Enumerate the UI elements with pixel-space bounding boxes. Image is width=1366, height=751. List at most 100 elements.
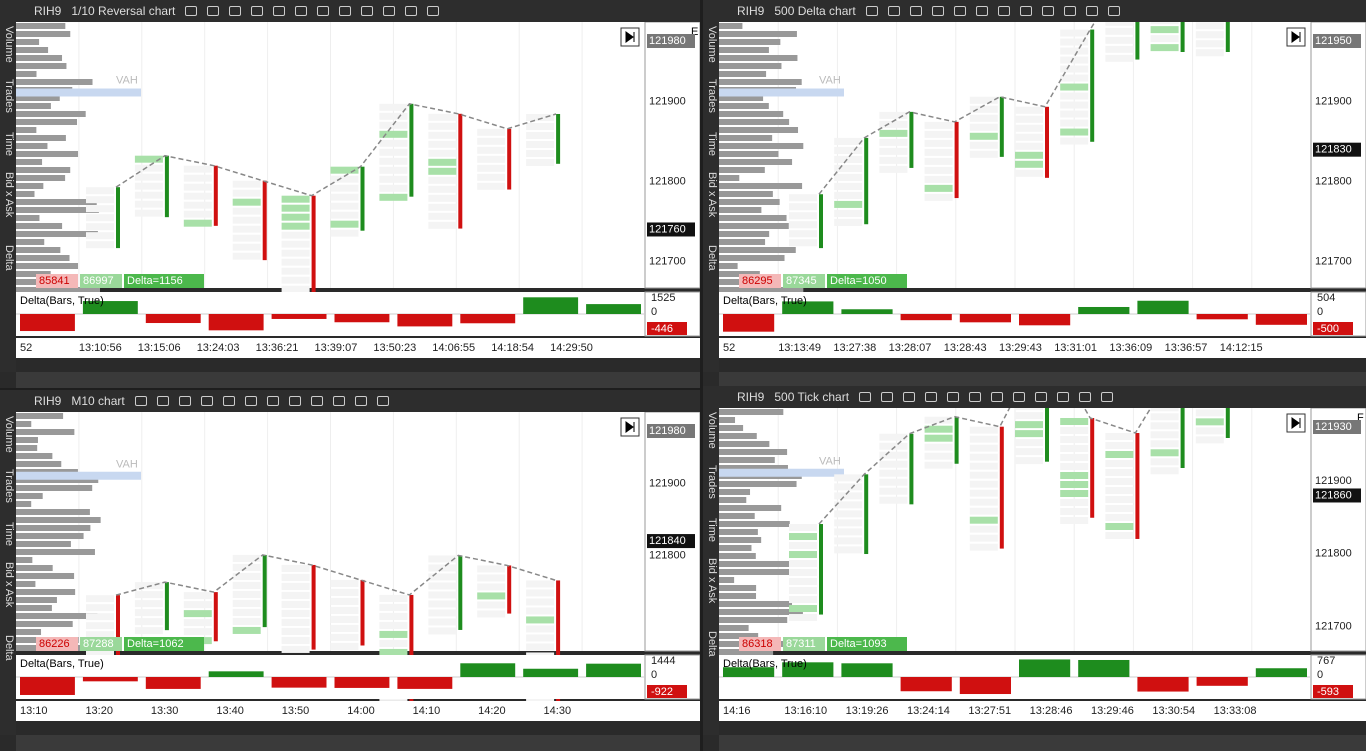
toolbar-icon[interactable]	[1019, 6, 1032, 16]
footprint-cell	[281, 609, 310, 617]
toolbar-icon[interactable]	[244, 396, 257, 406]
side-tab[interactable]: Time	[706, 518, 718, 543]
toolbar-icon[interactable]	[273, 6, 286, 16]
candle-body	[1045, 106, 1049, 178]
toolbar-icon[interactable]	[288, 396, 301, 406]
footprint-cell	[379, 594, 408, 602]
toolbar-icon[interactable]	[903, 392, 916, 402]
symbol[interactable]: RIH9	[34, 394, 62, 408]
toolbar-icon[interactable]	[909, 6, 922, 16]
candle-body	[458, 113, 463, 229]
symbol[interactable]: RIH9	[34, 4, 62, 18]
toolbar-icon[interactable]	[887, 6, 900, 16]
toolbar-icon[interactable]	[295, 6, 308, 16]
toolbar-icon[interactable]	[947, 392, 960, 402]
total-value: 87311	[786, 638, 816, 650]
toolbar-icon[interactable]	[859, 392, 872, 402]
footprint-cell	[281, 600, 310, 608]
footprint-cell	[477, 601, 506, 609]
volume-profile-bar	[16, 429, 75, 435]
toolbar-icon[interactable]	[969, 392, 982, 402]
side-tab[interactable]: Volume	[706, 412, 718, 449]
side-tab[interactable]: Delta	[706, 244, 718, 271]
toolbar-icon[interactable]	[1057, 392, 1070, 402]
toolbar-icon[interactable]	[1079, 392, 1092, 402]
side-tab[interactable]: Bid x Ask	[3, 562, 15, 608]
side-tab[interactable]: Delta	[3, 634, 15, 661]
side-tab[interactable]: Trades	[706, 79, 718, 113]
volume-profile-bar	[16, 437, 38, 443]
symbol[interactable]: RIH9	[737, 4, 765, 18]
indicator-tick: 0	[1317, 669, 1323, 681]
side-tab[interactable]: Bid x Ask	[706, 558, 718, 604]
symbol[interactable]: RIH9	[737, 390, 765, 404]
toolbar-icon[interactable]	[266, 396, 279, 406]
footprint-cell	[1195, 49, 1224, 57]
footprint-cell	[330, 184, 359, 192]
toolbar-icon[interactable]	[134, 396, 147, 406]
footprint-cell	[1060, 29, 1089, 37]
toolbar-icon[interactable]	[975, 6, 988, 16]
side-tab[interactable]: Time	[3, 522, 15, 547]
price-label: 121950	[1315, 35, 1352, 47]
toolbar-icon[interactable]	[1107, 6, 1120, 16]
side-tab[interactable]: Trades	[3, 79, 15, 113]
toolbar-icon[interactable]	[339, 6, 352, 16]
footprint-cell	[477, 574, 506, 582]
toolbar-icon[interactable]	[178, 396, 191, 406]
footprint-cell	[969, 507, 998, 515]
chart-type[interactable]: 500 Delta chart	[774, 4, 856, 18]
volume-profile-bar	[719, 513, 755, 519]
chart-type[interactable]: M10 chart	[71, 394, 125, 408]
toolbar-icon[interactable]	[207, 6, 220, 16]
toolbar-icon[interactable]	[1063, 6, 1076, 16]
chart-type[interactable]: 1/10 Reversal chart	[71, 4, 176, 18]
toolbar-icon[interactable]	[361, 6, 374, 16]
toolbar-icon[interactable]	[376, 396, 389, 406]
toolbar-icon[interactable]	[222, 396, 235, 406]
side-tab[interactable]: Time	[3, 132, 15, 157]
toolbar-icon[interactable]	[925, 392, 938, 402]
toolbar-icon[interactable]	[317, 6, 330, 16]
toolbar-icon[interactable]	[931, 6, 944, 16]
toolbar-icon[interactable]	[1085, 6, 1098, 16]
side-tab[interactable]: Bid x Ask	[706, 172, 718, 218]
chart-type[interactable]: 500 Tick chart	[774, 390, 850, 404]
toolbar-icon[interactable]	[953, 6, 966, 16]
side-tab[interactable]: Volume	[3, 416, 15, 453]
toolbar-icon[interactable]	[865, 6, 878, 16]
time-label: 13:24:14	[907, 705, 950, 717]
toolbar-icon[interactable]	[997, 6, 1010, 16]
toolbar-icon[interactable]	[383, 6, 396, 16]
toolbar-icon[interactable]	[332, 396, 345, 406]
footprint-cell	[969, 498, 998, 506]
toolbar-icon[interactable]	[156, 396, 169, 406]
side-tab[interactable]: Volume	[706, 26, 718, 63]
toolbar-icon[interactable]	[229, 6, 242, 16]
side-tab[interactable]: Trades	[706, 465, 718, 499]
side-tab[interactable]: Volume	[3, 26, 15, 63]
time-axis	[719, 338, 1366, 358]
footprint-cell	[330, 588, 359, 596]
footprint-cell	[232, 626, 261, 634]
footprint-cell	[134, 164, 163, 172]
toolbar-icon[interactable]	[185, 6, 198, 16]
toolbar-icon[interactable]	[991, 392, 1004, 402]
footprint-cell	[183, 592, 212, 600]
toolbar-icon[interactable]	[427, 6, 440, 16]
side-tab[interactable]: Bid x Ask	[3, 172, 15, 218]
toolbar-icon[interactable]	[1041, 6, 1054, 16]
toolbar-icon[interactable]	[310, 396, 323, 406]
toolbar-icon[interactable]	[1101, 392, 1114, 402]
side-tab[interactable]: Delta	[706, 630, 718, 657]
toolbar-icon[interactable]	[354, 396, 367, 406]
side-tab[interactable]: Time	[706, 132, 718, 157]
side-tab[interactable]: Trades	[3, 469, 15, 503]
toolbar-icon[interactable]	[881, 392, 894, 402]
toolbar-icon[interactable]	[200, 396, 213, 406]
toolbar-icon[interactable]	[1035, 392, 1048, 402]
toolbar-icon[interactable]	[405, 6, 418, 16]
toolbar-icon[interactable]	[251, 6, 264, 16]
toolbar-icon[interactable]	[1013, 392, 1026, 402]
side-tab[interactable]: Delta	[3, 244, 15, 271]
